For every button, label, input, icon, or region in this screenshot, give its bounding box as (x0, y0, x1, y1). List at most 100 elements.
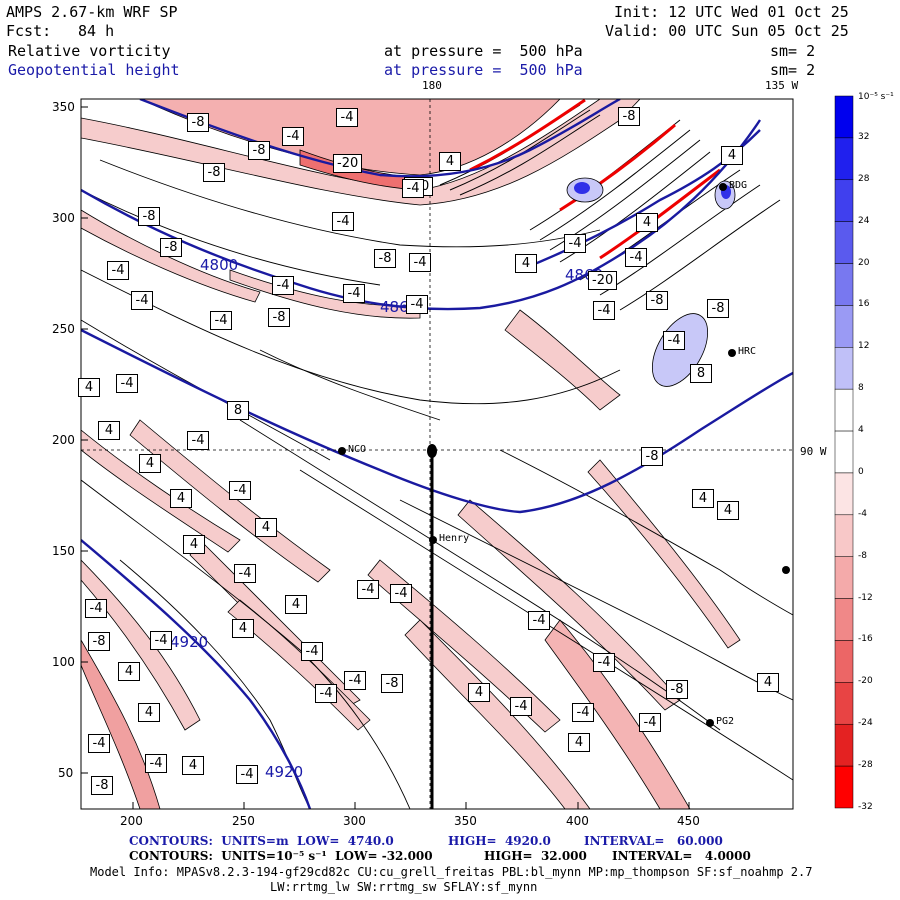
vorticity-contour-label: -8 (138, 207, 160, 226)
vorticity-contour-label: -4 (88, 734, 110, 753)
colorbar-swatch (834, 640, 854, 683)
colorbar-swatch (834, 305, 854, 348)
vorticity-contour-label: -20 (333, 154, 363, 173)
vorticity-contour-label: -8 (187, 113, 209, 132)
vorticity-contour-label: -4 (85, 599, 107, 618)
colorbar-swatch (834, 263, 854, 306)
colorbar-swatch (834, 95, 854, 139)
vorticity-contour-label: -8 (91, 776, 113, 795)
vorticity-contour-label: -4 (282, 127, 304, 146)
colorbar-label: -16 (858, 634, 873, 644)
station-label: PG2 (716, 716, 735, 727)
vorticity-contour-label: -4 (663, 331, 685, 350)
vorticity-contour-label: 4 (285, 595, 307, 614)
vorticity-contour-label: -8 (707, 299, 729, 318)
vorticity-contour-label: -8 (203, 163, 225, 182)
colorbar-label: 4 (858, 425, 864, 435)
vorticity-contour-label: -8 (646, 291, 668, 310)
station-marker (706, 719, 714, 727)
vorticity-contour-label: -4 (406, 295, 428, 314)
field2-smoothing: sm= 2 (770, 61, 816, 79)
vorticity-contour-label: 4 (692, 489, 714, 508)
vorticity-contour-label: -4 (131, 291, 153, 310)
height-contour-info-interval: INTERVAL= 60.000 (584, 834, 723, 848)
vorticity-contour-label: -4 (639, 713, 661, 732)
vorticity-contour-label: -4 (187, 431, 209, 450)
vorticity-contour-info-low: CONTOURS: UNITS=10⁻⁵ s⁻¹ LOW= -32.000 (129, 849, 433, 863)
vorticity-contour-label: 4 (98, 421, 120, 440)
vorticity-contour-label: -8 (381, 674, 403, 693)
vorticity-contour-label: -4 (150, 631, 172, 650)
colorbar-label: -4 (858, 509, 867, 519)
colorbar-label: -12 (858, 593, 873, 603)
height-contour-info-high: HIGH= 4920.0 (448, 834, 551, 848)
field2-name: Geopotential height (8, 61, 180, 79)
colorbar-unit: 10⁻⁵ s⁻¹ (858, 92, 894, 102)
vorticity-contour-label: -4 (116, 374, 138, 393)
forecast-hour: 84 h (78, 22, 115, 40)
colorbar-swatch (834, 514, 854, 557)
forecast-label: Fcst: (6, 22, 52, 40)
colorbar-swatch (834, 137, 854, 181)
vorticity-contour-label: 8 (227, 401, 249, 420)
colorbar-swatch (834, 723, 854, 767)
vorticity-contour-label: -8 (618, 107, 640, 126)
height-contour-label: 4920 (265, 763, 304, 781)
colorbar-label: -32 (858, 802, 873, 812)
vorticity-contour-label: -4 (301, 642, 323, 661)
vorticity-contour-label: 4 (182, 756, 204, 775)
field1-name: Relative vorticity (8, 42, 171, 60)
field1-level: at pressure = 500 hPa (384, 42, 583, 60)
vorticity-contour-label: 8 (690, 364, 712, 383)
vorticity-contour-label: -8 (641, 447, 663, 466)
y-tick-label: 300 (52, 211, 75, 225)
station-marker (728, 349, 736, 357)
colorbar-swatch (834, 347, 854, 390)
vorticity-contour-label: 4 (232, 619, 254, 638)
y-tick-label: 250 (52, 322, 75, 336)
vorticity-contour-label: -4 (357, 580, 379, 599)
station-marker (782, 566, 790, 574)
vorticity-contour-label: 4 (170, 489, 192, 508)
map-field-layer (81, 99, 793, 809)
longitude-label-right: 135 W (765, 79, 799, 92)
y-tick-label: 200 (52, 433, 75, 447)
model-info-physics: LW:rrtmg_lw SW:rrtmg_sw SFLAY:sf_mynn (270, 880, 538, 894)
vorticity-contour-label: -4 (229, 481, 251, 500)
colorbar-swatch (834, 221, 854, 264)
vorticity-contour-label: -4 (344, 671, 366, 690)
y-tick-label: 350 (52, 100, 75, 114)
vorticity-contour-label: 4 (568, 733, 590, 752)
cross-section-origin-marker (427, 444, 437, 458)
colorbar-label: -8 (858, 551, 867, 561)
vorticity-contour-label: 4 (78, 378, 100, 397)
station-marker (338, 447, 346, 455)
height-contour-label: 4800 (200, 256, 239, 274)
colorbar (834, 95, 854, 809)
model-info: Model Info: MPASv8.2.3-194-gf29cd82c CU:… (90, 865, 813, 879)
vorticity-contour-label: 4 (757, 673, 779, 692)
x-tick-label: 450 (677, 814, 700, 828)
vorticity-contour-label: -4 (390, 584, 412, 603)
latitude-label-right: 90 W (800, 445, 827, 458)
colorbar-swatch (834, 472, 854, 516)
colorbar-swatch (834, 179, 854, 222)
vorticity-contour-label: -4 (234, 564, 256, 583)
colorbar-swatch (834, 388, 854, 432)
vorticity-contour-label: -4 (315, 684, 337, 703)
y-tick-label: 50 (58, 766, 74, 780)
station-label: BDG (729, 180, 748, 191)
valid-time: Valid: 00 UTC Sun 05 Oct 25 (605, 22, 849, 40)
colorbar-label: 20 (858, 258, 870, 268)
vorticity-contour-label: -4 (272, 276, 294, 295)
station-marker (719, 183, 727, 191)
station-label: NCO (348, 444, 367, 455)
height-contour-info-low: CONTOURS: UNITS=m LOW= 4740.0 (129, 834, 394, 848)
vorticity-contour-label: 4 (138, 703, 160, 722)
station-marker (429, 536, 437, 544)
vorticity-contour-label: -4 (343, 284, 365, 303)
colorbar-label: 12 (858, 341, 870, 351)
vorticity-contour-label: -4 (402, 179, 424, 198)
colorbar-swatch (834, 598, 854, 641)
station-label: HRC (738, 346, 757, 357)
